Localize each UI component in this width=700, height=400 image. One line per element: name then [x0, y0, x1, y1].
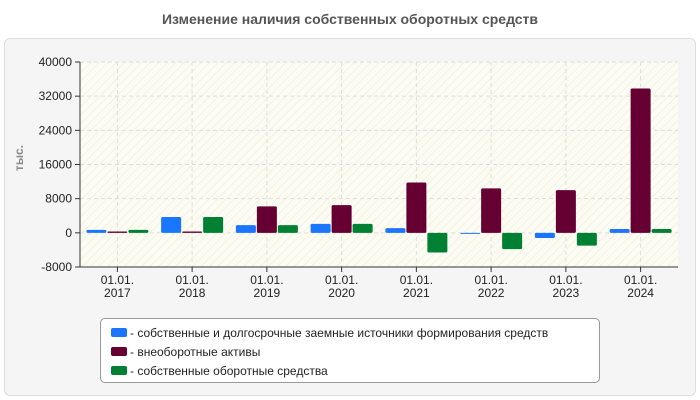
y-tick-label: 24000 — [39, 123, 73, 137]
x-tick-label: 2020 — [328, 286, 355, 300]
bar-s2-c1 — [203, 217, 224, 233]
bar-s0-c6 — [534, 232, 555, 238]
bar-s1-c0 — [107, 231, 128, 233]
legend-item-working-capital: - собственные оборотные средства — [111, 361, 599, 380]
bar-s0-c4 — [385, 228, 406, 233]
x-tick-label: 01.01. — [624, 273, 657, 287]
bar-s2-c2 — [277, 225, 298, 233]
x-tick-label: 2022 — [478, 286, 505, 300]
x-tick-label: 01.01. — [549, 273, 582, 287]
legend-swatch-noncurrent-assets — [111, 347, 127, 356]
x-tick-label: 01.01. — [474, 273, 507, 287]
chart-title: Изменение наличия собственных оборотных … — [161, 11, 539, 27]
bar-s1-c1 — [182, 231, 203, 233]
x-tick-label: 01.01. — [101, 273, 134, 287]
bar-s2-c6 — [576, 232, 597, 246]
x-tick-label: 01.01. — [250, 273, 283, 287]
bar-s1-c2 — [256, 206, 277, 233]
x-tick-label: 2024 — [627, 286, 654, 300]
x-tick-label: 2019 — [254, 286, 281, 300]
y-tick-label: 32000 — [39, 89, 73, 103]
y-tick-label: 16000 — [39, 158, 73, 172]
bar-s2-c3 — [352, 223, 373, 233]
bars — [86, 88, 672, 253]
bar-s0-c3 — [310, 223, 331, 233]
bar-s1-c7 — [630, 88, 651, 233]
bar-s0-c0 — [86, 229, 107, 233]
x-tick-label: 01.01. — [325, 273, 358, 287]
y-axis-label: тыс. — [12, 145, 26, 171]
bar-s0-c1 — [161, 217, 182, 233]
y-tick-label: 40000 — [39, 55, 73, 69]
x-tick-label: 2018 — [179, 286, 206, 300]
bar-s2-c5 — [502, 232, 523, 250]
x-tick-label: 2023 — [553, 286, 580, 300]
x-tick-label: 2021 — [403, 286, 430, 300]
x-tick-label: 2017 — [104, 286, 131, 300]
x-tick-label: 01.01. — [175, 273, 208, 287]
bar-s0-c2 — [235, 225, 256, 233]
bar-s0-c7 — [609, 228, 630, 233]
legend-label-sources: - собственные и долгосрочные заемные ист… — [130, 325, 549, 340]
legend-item-noncurrent-assets: - внеоборотные активы — [111, 342, 599, 361]
legend-swatch-sources — [111, 328, 127, 337]
bar-s2-c7 — [651, 228, 672, 233]
bar-s0-c5 — [460, 232, 481, 234]
bar-s1-c3 — [331, 205, 352, 233]
y-tick-label: 0 — [65, 226, 72, 240]
bar-s1-c5 — [481, 188, 502, 233]
axes: 4000032000240001600080000-800001.01.2017… — [39, 55, 678, 300]
bar-s2-c4 — [427, 232, 448, 253]
x-tick-label: 01.01. — [400, 273, 433, 287]
y-tick-label: 8000 — [45, 192, 72, 206]
y-tick-label: -8000 — [41, 260, 72, 274]
legend-swatch-working-capital — [111, 366, 127, 375]
bar-s1-c6 — [555, 190, 576, 233]
bar-s1-c4 — [406, 182, 427, 233]
legend-label-working-capital: - собственные оборотные средства — [130, 363, 328, 378]
legend: - собственные и долгосрочные заемные ист… — [100, 318, 600, 383]
legend-label-noncurrent-assets: - внеоборотные активы — [130, 344, 261, 359]
bar-s2-c0 — [128, 229, 149, 233]
legend-item-sources: - собственные и долгосрочные заемные ист… — [111, 323, 599, 342]
